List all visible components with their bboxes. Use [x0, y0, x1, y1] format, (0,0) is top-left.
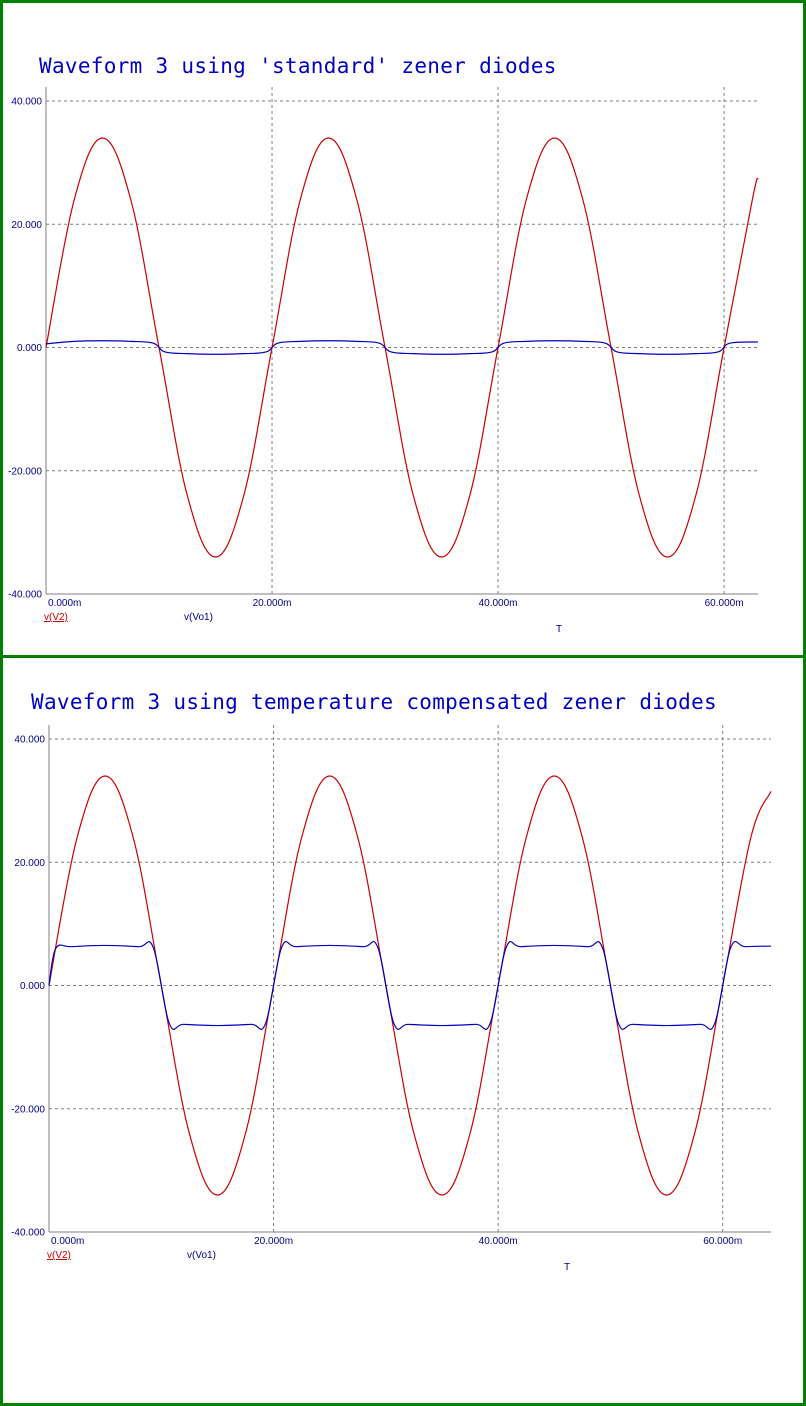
x-tick-label: 0.000m	[48, 598, 81, 609]
grid-lines	[46, 87, 758, 594]
x-tick-labels: 0.000m 20.000m 40.000m 60.000m	[51, 1236, 742, 1247]
y-tick-label: -40.000	[11, 1228, 45, 1239]
series-line-vo1	[48, 940, 772, 1031]
x-axis-marker: T	[556, 624, 562, 635]
y-tick-label: -40.000	[8, 590, 42, 601]
x-tick-label: 40.000m	[479, 1236, 518, 1247]
x-tick-label: 60.000m	[705, 598, 744, 609]
y-tick-label: 40.000	[14, 735, 45, 746]
series-line-vo1	[45, 340, 759, 355]
chart-title: Waveform 3 using temperature compensated…	[31, 690, 717, 714]
legend: v(V2) v(Vo1)	[44, 612, 213, 623]
y-tick-labels: 40.000 20.000 0.000 -20.000 -40.000	[8, 97, 42, 601]
series-line-v2	[48, 775, 772, 1196]
legend-entry-vo1: v(Vo1)	[184, 612, 213, 623]
y-tick-label: -20.000	[8, 466, 42, 477]
legend-entry-v2: v(V2)	[47, 1250, 71, 1261]
series-line-v2	[45, 137, 759, 558]
legend-entry-v2: v(V2)	[44, 612, 68, 623]
y-tick-label: 0.000	[20, 981, 45, 992]
x-tick-labels: 0.000m 20.000m 40.000m 60.000m	[48, 598, 744, 609]
series-group	[48, 775, 772, 1196]
legend: v(V2) v(Vo1)	[47, 1250, 216, 1261]
x-tick-label: 0.000m	[51, 1236, 84, 1247]
x-tick-label: 20.000m	[254, 1236, 293, 1247]
x-tick-label: 60.000m	[703, 1236, 742, 1247]
y-tick-label: 20.000	[11, 220, 42, 231]
chart-panel-standard: Waveform 3 using 'standard' zener diodes…	[0, 0, 806, 655]
chart-compensated-zener: 40.000 20.000 0.000 -20.000 -40.000 0.000m 20.…	[11, 725, 772, 1273]
panel-divider	[3, 655, 803, 658]
y-tick-label: -20.000	[11, 1104, 45, 1115]
chart-standard-zener: 40.000 20.000 0.000 -20.000 -40.000 0.000m 20.…	[8, 87, 759, 635]
series-group	[45, 137, 759, 558]
x-axis-marker: T	[564, 1262, 570, 1273]
chart-panel-compensated: Waveform 3 using temperature compensated…	[0, 658, 806, 1403]
y-tick-labels: 40.000 20.000 0.000 -20.000 -40.000	[11, 735, 45, 1239]
y-tick-label: 20.000	[14, 858, 45, 869]
x-tick-label: 20.000m	[253, 598, 292, 609]
x-tick-label: 40.000m	[479, 598, 518, 609]
grid-lines	[49, 725, 771, 1232]
legend-entry-vo1: v(Vo1)	[187, 1250, 216, 1261]
chart-title: Waveform 3 using 'standard' zener diodes	[39, 54, 557, 78]
y-tick-label: 0.000	[17, 343, 42, 354]
y-tick-label: 40.000	[11, 97, 42, 108]
